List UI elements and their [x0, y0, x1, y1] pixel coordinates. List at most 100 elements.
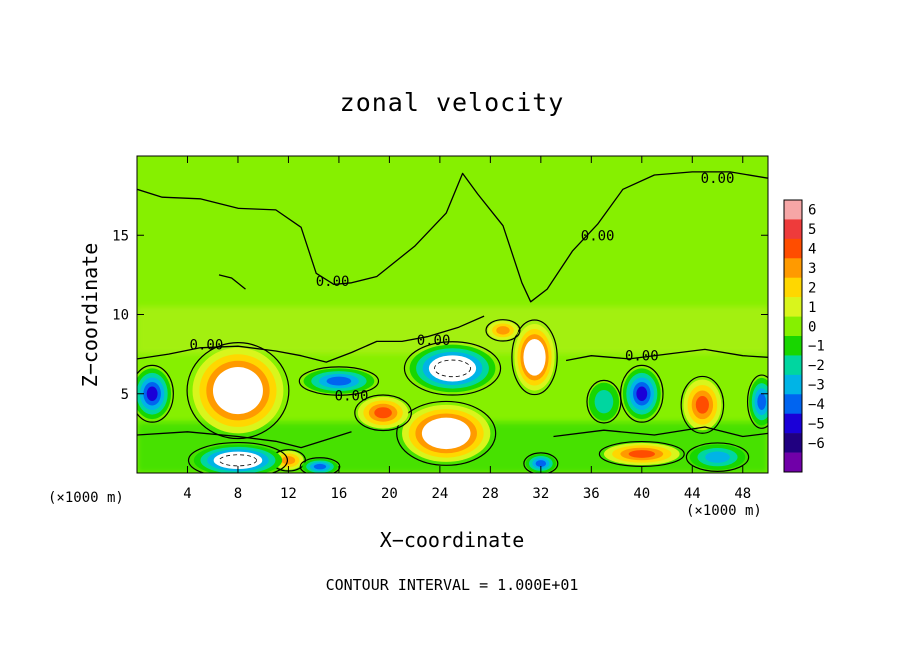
zero-contour-line-3 [137, 431, 352, 449]
feature-level--4 [326, 376, 352, 386]
feature-level--4 [313, 463, 327, 470]
plot-area: 0.00 0.00 0.00 0.00 0.00 0.00 0.00 [137, 156, 768, 473]
colorbar-label-12: −6 [808, 436, 825, 452]
colorbar-label-2: 4 [808, 242, 816, 258]
feature-level-4 [628, 450, 655, 458]
velocity-feature-pos-5 [598, 440, 685, 468]
feature-saturated-core [212, 367, 263, 415]
zero-contour-line-1 [137, 315, 485, 363]
colorbar-swatch-6 [784, 316, 802, 337]
feature-zero-contour [746, 374, 768, 429]
feature-saturated-core [421, 417, 471, 450]
feature-zero-contour [485, 319, 521, 342]
feature-zero-contour [137, 364, 174, 423]
colorbar-swatch-4 [784, 277, 802, 298]
y-tick-label-10: 10 [112, 308, 129, 324]
colorbar-swatch-7 [784, 336, 802, 356]
feature-level-3 [496, 326, 510, 335]
velocity-feature-pos-2 [396, 400, 497, 466]
feature-zero-contour [299, 457, 341, 473]
contour-label-1: 0.00 [581, 228, 615, 244]
x-scale-note-right: (×1000 m) [686, 503, 762, 519]
velocity-feature-pos-6 [485, 319, 521, 342]
colorbar-swatch-0 [784, 200, 802, 220]
feature-zero-contour [619, 364, 664, 423]
feature-saturated-core [428, 355, 477, 382]
velocity-feature-neg-17 [586, 379, 622, 424]
colorbar-label-8: −2 [808, 358, 825, 374]
feature-level-4 [695, 396, 709, 414]
feature-zero-contour [186, 342, 290, 440]
velocity-feature-neg-11 [619, 364, 664, 423]
colorbar-label-6: 0 [808, 319, 816, 335]
zero-contour-line-5 [218, 274, 246, 290]
colorbar-label-1: 5 [808, 222, 816, 238]
zero-contours [137, 171, 768, 449]
feature-zero-contour [685, 442, 750, 472]
feature-level--3 [705, 451, 730, 463]
velocity-feature-pos-4 [680, 375, 725, 434]
colorbar-frame [783, 199, 803, 473]
contour-label-3: 0.00 [190, 338, 224, 354]
feature-level--4 [535, 460, 547, 467]
zero-contour-line-0 [137, 171, 768, 303]
colorbar-label-0: 6 [808, 203, 816, 219]
velocity-feature-neg-15 [746, 374, 768, 429]
velocity-feature-neg-14 [299, 457, 341, 473]
x-tick-label-20: 20 [381, 486, 398, 502]
colorbar-label-11: −5 [808, 416, 825, 432]
colorbar-label-9: −3 [808, 378, 825, 394]
x-axis-ticks: 4 8 12 16 20 24 28 32 36 40 44 48 [183, 156, 751, 502]
contour-label-4: 0.00 [417, 333, 451, 349]
x-tick-label-12: 12 [280, 486, 297, 502]
colorbar-swatch-8 [784, 355, 802, 376]
colorbar-swatch-11 [784, 413, 802, 434]
contour-label-0: 0.00 [701, 171, 735, 187]
feature-zero-contour [511, 319, 558, 396]
x-tick-label-44: 44 [684, 486, 701, 502]
x-scale-note-left: (×1000 m) [48, 490, 124, 506]
feature-zero-contour [403, 341, 502, 396]
zero-contour-line-4 [553, 426, 768, 438]
velocity-feature-pos-1 [511, 319, 558, 396]
x-tick-label-32: 32 [532, 486, 549, 502]
velocity-feature-neg-8 [403, 341, 502, 396]
feature-zero-contour [523, 452, 559, 473]
feature-level--2 [594, 389, 614, 414]
feature-negative-contour [219, 454, 257, 467]
feature-level-3 [281, 456, 296, 465]
velocity-feature-neg-13 [523, 452, 559, 473]
feature-zero-contour [680, 375, 725, 434]
velocity-feature-neg-10 [137, 364, 174, 423]
feature-saturated-core [523, 338, 546, 376]
x-tick-label-24: 24 [431, 486, 448, 502]
y-axis-ticks: 5 10 15 [112, 228, 768, 403]
colorbar-swatch-5 [784, 297, 802, 317]
x-tick-label-48: 48 [734, 486, 751, 502]
y-tick-label-15: 15 [112, 228, 129, 244]
contour-label-6: 0.00 [335, 388, 369, 404]
colorbar-label-4: 2 [808, 280, 816, 296]
x-tick-label-4: 4 [183, 486, 191, 502]
colorbar-swatch-10 [784, 394, 802, 415]
velocity-feature-neg-9 [187, 441, 289, 473]
feature-zero-contour [586, 379, 622, 424]
velocity-feature-neg-16 [685, 442, 750, 472]
colorbar-swatch-12 [784, 433, 802, 453]
x-tick-label-28: 28 [482, 486, 499, 502]
velocity-feature-pos-3 [354, 394, 412, 432]
x-axis-label: X−coordinate [379, 528, 525, 552]
feature-level--5 [146, 386, 158, 401]
feature-zero-contour [354, 394, 412, 432]
colorbar-label-10: −4 [808, 397, 825, 413]
feature-zero-contour [396, 400, 497, 466]
velocity-features [137, 319, 768, 473]
contour-interval-note: CONTOUR INTERVAL = 1.000E+01 [325, 576, 579, 594]
feature-level--5 [636, 386, 648, 401]
feature-zero-contour [187, 441, 289, 473]
colorbar-swatch-3 [784, 258, 802, 279]
zero-contour-line-2 [565, 348, 768, 362]
feature-level-4 [374, 407, 392, 419]
chart-title: zonal velocity [339, 88, 565, 117]
